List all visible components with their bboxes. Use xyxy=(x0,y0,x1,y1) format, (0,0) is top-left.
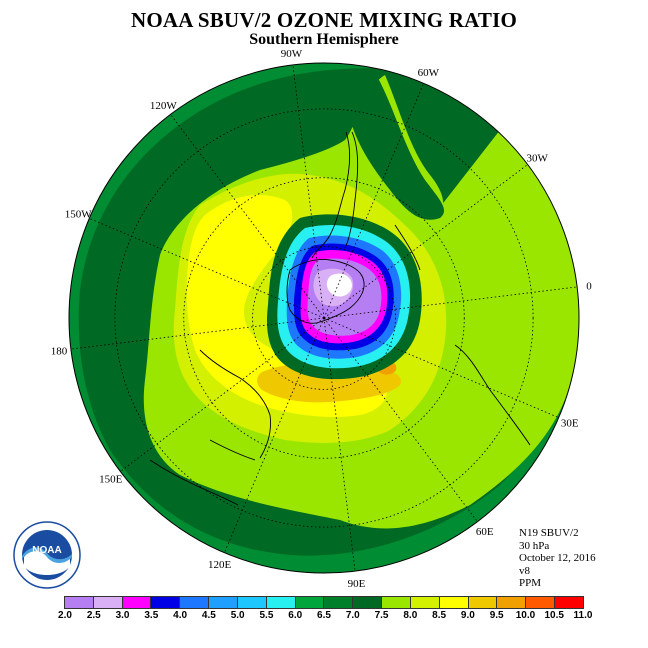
colorbar-cell xyxy=(324,597,354,608)
colorbar-cell xyxy=(295,597,325,608)
graticule xyxy=(70,64,578,572)
colorbar-tick-label: 6.5 xyxy=(317,610,331,621)
colorbar-tick-label: 11.0 xyxy=(573,610,593,621)
colorbar-tick-label: 9.0 xyxy=(460,610,475,621)
colorbar-tick-label: 7.5 xyxy=(374,610,389,621)
colorbar-tick-label: 2.5 xyxy=(86,610,101,621)
meridian-line xyxy=(89,217,325,319)
longitude-label: 120E xyxy=(208,559,232,571)
meridian-line xyxy=(170,114,325,319)
colorbar-tick-label: 5.0 xyxy=(230,610,245,621)
colorbar-cell xyxy=(93,597,123,608)
units-label: PPM xyxy=(519,577,542,589)
colorbar-tick-label: 8.5 xyxy=(432,610,447,621)
longitude-label: 90E xyxy=(348,578,366,590)
colorbar-tick-label: 9.5 xyxy=(489,610,504,621)
colorbar-tick-label: 7.0 xyxy=(345,610,360,621)
latitude-circle xyxy=(114,108,534,528)
colorbar-tick-label: 6.0 xyxy=(288,610,303,621)
longitude-label: 150E xyxy=(99,474,123,486)
info-panel: N19 SBUV/2 30 hPa October 12, 2016 v8 PP… xyxy=(519,527,596,590)
longitude-label: 120W xyxy=(150,100,178,112)
longitude-label: 30W xyxy=(527,152,549,164)
colorbar-tick-label: 2.0 xyxy=(58,610,72,621)
colorbar-tick-label: 8.0 xyxy=(403,610,418,621)
longitude-label: 60W xyxy=(418,67,440,79)
colorbar-tick-label: 10.5 xyxy=(544,610,564,621)
yellow-region xyxy=(186,195,388,417)
map-subtitle: Southern Hemisphere xyxy=(249,31,399,48)
colorbar-tick-label: 4.5 xyxy=(201,610,216,621)
longitude-label: 180 xyxy=(51,346,68,358)
dark-band-top xyxy=(348,78,445,220)
coastlines xyxy=(149,131,531,506)
meridian-line xyxy=(292,64,325,319)
colorbar-cell xyxy=(353,597,383,608)
noaa-logo: NOAA xyxy=(13,521,81,589)
meridian-line xyxy=(70,317,325,350)
date-label: October 12, 2016 xyxy=(519,552,596,564)
colorbar-tick-label: 3.5 xyxy=(144,610,159,621)
colorbar-cell xyxy=(439,597,469,608)
version-label: v8 xyxy=(519,564,530,577)
meridian-line xyxy=(323,317,356,572)
meridian-line xyxy=(323,83,425,319)
white-core xyxy=(326,273,352,297)
colorbar-tick-label: 5.5 xyxy=(259,610,274,621)
longitude-label: 60E xyxy=(476,526,494,538)
colorbar-cell xyxy=(468,597,498,608)
dark-band-left xyxy=(132,96,330,222)
colorbar-tick-label: 3.0 xyxy=(115,610,130,621)
colorbar-cell xyxy=(526,597,556,608)
meridian-line xyxy=(120,317,325,472)
latitude-circle xyxy=(183,177,465,459)
colorbar-tick-label: 10.0 xyxy=(515,610,536,621)
meridian-line xyxy=(223,317,325,553)
map-border xyxy=(68,62,580,574)
colorbar-cell xyxy=(209,597,238,608)
colorbar-cell xyxy=(410,597,440,608)
longitude-label: 90W xyxy=(281,48,303,60)
colorbar-cell xyxy=(555,597,583,608)
colorbar-cell xyxy=(237,597,267,608)
noaa-logo-text: NOAA xyxy=(32,545,61,556)
satellite-label: N19 SBUV/2 xyxy=(519,527,579,539)
meridian-line xyxy=(323,286,578,319)
colorbar-cell xyxy=(382,597,411,608)
colorbar-cell xyxy=(266,597,296,608)
longitude-label: 150W xyxy=(65,209,93,221)
longitude-label: 30E xyxy=(561,417,579,429)
colorbar xyxy=(64,596,584,609)
meridian-line xyxy=(323,317,478,522)
map-title: NOAA SBUV/2 OZONE MIXING RATIO xyxy=(131,8,517,32)
pressure-level: 30 hPa xyxy=(519,539,550,552)
colorbar-cell xyxy=(65,597,94,608)
colorbar-ticks: 2.0 2.5 3.0 3.5 4.0 4.5 5.0 5.5 6.0 6.5 7.0 7.5 8.0 8… xyxy=(0,610,648,624)
meridian-line xyxy=(323,317,559,419)
colorbar-cell xyxy=(151,597,181,608)
colorbar-cell xyxy=(497,597,527,608)
meridian-line xyxy=(323,164,528,319)
longitude-label: 0 xyxy=(586,280,592,292)
colorbar-cell xyxy=(180,597,210,608)
colorbar-tick-label: 4.0 xyxy=(173,610,188,621)
colorbar-cell xyxy=(122,597,152,608)
